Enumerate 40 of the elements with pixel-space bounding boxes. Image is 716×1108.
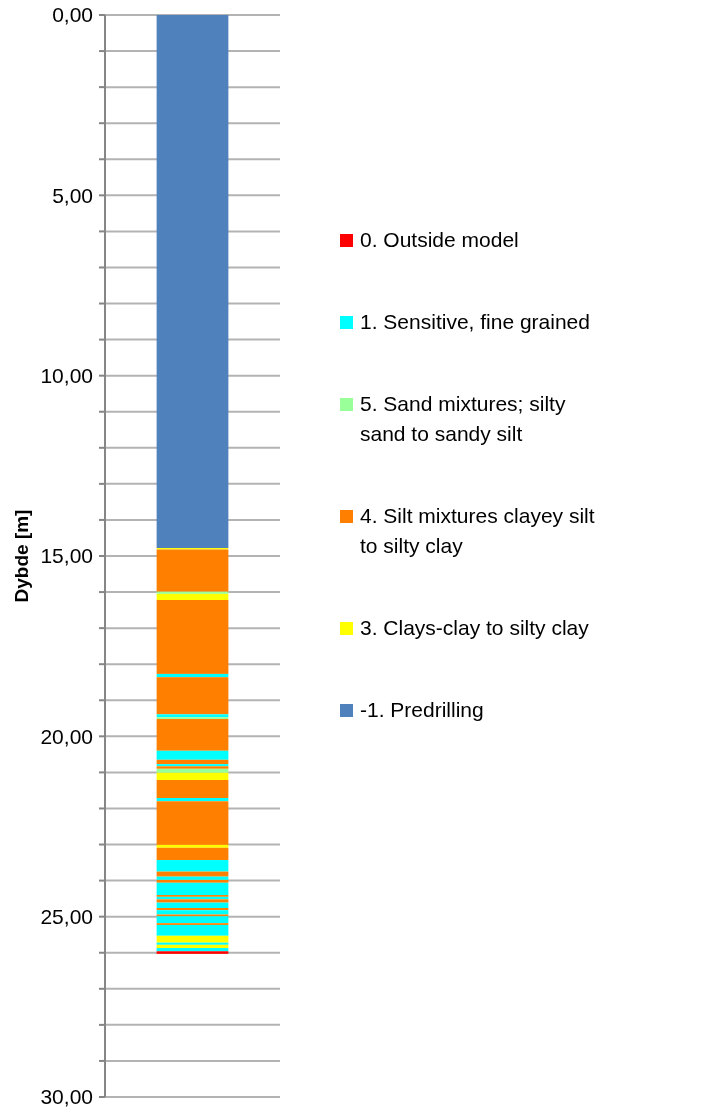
- y-tick-label: 30,00: [40, 1085, 93, 1108]
- bar: [156, 593, 229, 600]
- bar: [156, 844, 229, 848]
- bar: [156, 772, 229, 780]
- bar: [156, 15, 229, 549]
- y-axis-title: Dybde [m]: [11, 509, 32, 603]
- bar: [156, 591, 229, 594]
- bar: [156, 924, 229, 936]
- bar: [156, 908, 229, 911]
- bar: [156, 779, 229, 799]
- bar: [156, 798, 229, 802]
- y-tick-label: 10,00: [40, 364, 93, 388]
- y-tick-label: 20,00: [40, 724, 93, 748]
- bar: [156, 768, 229, 773]
- y-tick-label: 25,00: [40, 905, 93, 929]
- bar: [156, 902, 229, 909]
- bar: [156, 944, 229, 949]
- bar: [156, 600, 229, 674]
- bar: [156, 549, 229, 592]
- bar: [156, 677, 229, 715]
- bar: [156, 750, 229, 760]
- bar: [156, 860, 229, 872]
- bar: [156, 673, 229, 678]
- bar: [156, 759, 229, 765]
- bar: [156, 719, 229, 751]
- legend-label: 1. Sensitive, fine grained: [360, 310, 590, 333]
- bar: [156, 935, 229, 943]
- y-tick-label: 0,00: [52, 3, 93, 27]
- legend-label: -1. Predrilling: [360, 698, 484, 721]
- bar: [156, 871, 229, 877]
- legend-label: 4. Silt mixtures clayey silt to silty clay: [360, 504, 595, 557]
- legend-label: 3. Clays-clay to silty clay: [360, 616, 590, 639]
- y-tick-label: 5,00: [52, 183, 93, 207]
- bar: [156, 801, 229, 845]
- bar: [156, 882, 229, 896]
- bar: [156, 847, 229, 861]
- legend-label: 5. Sand mixtures; silty sand to sandy silt: [360, 392, 566, 445]
- legend-label: 0. Outside model: [360, 228, 519, 251]
- y-tick-label: 15,00: [40, 544, 93, 568]
- bar: [156, 942, 229, 945]
